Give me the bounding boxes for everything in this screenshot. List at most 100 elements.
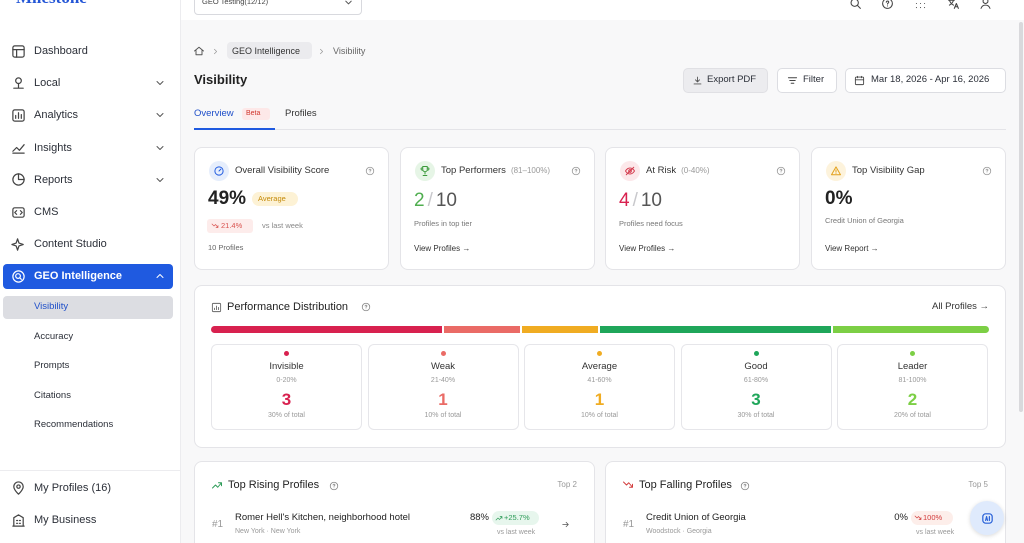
distribution-segment [444,326,521,333]
subnav-item[interactable]: Visibility [34,301,69,312]
kpi-note: Profiles in top tier [414,219,472,228]
icon-shape [561,521,569,527]
icon [11,109,25,122]
icon-shape [982,166,992,176]
kpi-link[interactable]: View Report → [825,244,879,253]
distribution-segment [600,326,832,333]
breadcrumb-item[interactable]: GEO Intelligence [232,46,301,56]
icon-shape [18,276,22,280]
row-name[interactable]: Romer Hell's Kitchen, neighborhood hotel [235,512,411,523]
tier-count: 3 [751,390,761,409]
tier-name: Good [744,361,768,372]
icon [329,481,339,491]
row-location: New York · New York [235,528,301,535]
icon-shape [361,302,371,312]
icon-shape [156,145,164,150]
nav-item[interactable]: Local [34,77,61,90]
nav-item[interactable]: Reports [34,173,73,186]
icon [982,166,992,176]
subnav-item[interactable]: Citations [34,389,71,401]
breadcrumb-current: Visibility [333,46,366,56]
export-button[interactable] [683,68,768,93]
icon-shape [218,168,222,172]
icon-shape [332,483,336,489]
filter-button[interactable] [777,68,837,93]
icon-shape [344,0,352,4]
icon-shape [365,166,375,176]
tab[interactable]: Profiles [285,108,317,119]
kpi-title: Overall Visibility Score [235,165,330,176]
kpi-value: 4/10 [619,190,662,211]
kpi-title: Top Visibility Gap [852,165,925,176]
kpi-link[interactable]: View Profiles → [619,244,676,253]
workspace-select[interactable] [194,0,362,15]
kpi-link[interactable]: View Profiles → [414,244,471,253]
tabs-line [194,129,1006,130]
distribution-link[interactable]: All Profiles → [931,301,989,312]
filter-label: Filter [803,74,825,85]
icon [156,274,164,278]
profiles-limit: Top 2 [557,480,577,489]
tier-range: 81-100% [898,377,927,384]
date-button[interactable] [845,68,1006,93]
kpi-change-note: vs last week [262,221,303,230]
icon [156,113,164,118]
tab-active[interactable]: Overview [194,108,234,119]
icon [156,145,164,150]
icon-shape [329,481,339,491]
distribution-panel [194,285,1006,448]
subnav-selected[interactable] [3,296,173,319]
icon [787,76,797,84]
icon-shape [213,305,219,310]
icon-shape [787,76,797,84]
subnav-item[interactable]: Accuracy [34,330,74,342]
tier-name: Leader [897,361,928,372]
nav-item[interactable]: My Business [34,514,97,526]
row-change: +25.7% [504,513,530,522]
nav-item-active[interactable]: GEO Intelligence [34,270,123,282]
kpi-total: 10 [640,190,662,211]
icon [214,166,224,176]
icon-shape [11,269,25,283]
icon [854,75,864,85]
distribution-segment [833,326,989,333]
distribution-title: Performance Distribution [227,301,349,313]
kpi-title: Top Performers (81–100%) [441,165,551,176]
icon [571,166,581,176]
profiles-panel [605,461,1006,543]
icon [915,2,925,8]
icon-shape [984,515,990,521]
tier-share: 10% of total [581,412,618,419]
icon-shape [881,0,893,9]
tier-name: Invisible [269,361,304,372]
icon [561,521,569,527]
kpi-title: At Risk (0-40%) [646,165,710,176]
nav-item[interactable]: Analytics [34,109,79,122]
nav-item[interactable]: Dashboard [34,45,88,57]
icon [831,166,841,176]
tier-dot [284,351,289,356]
icon [11,269,25,283]
nav-item[interactable]: Insights [34,141,72,154]
row-change-box [492,511,539,525]
kpi-change-box [207,219,253,233]
icon-shape [776,166,786,176]
nav-item[interactable]: My Profiles (16) [34,482,112,494]
icon [11,173,25,187]
breadcrumb-pill[interactable] [227,42,312,59]
icon-shape [213,48,217,54]
nav-item[interactable]: CMS [34,206,59,218]
icon-shape [981,512,993,524]
icon-shape [495,516,503,521]
kpi-range: (81–100%) [510,166,551,175]
nav-item[interactable]: Content Studio [34,238,107,251]
icon-shape [211,302,221,312]
icon-shape [11,513,25,527]
row-name[interactable]: Credit Union of Georgia [646,512,746,523]
icon-shape [915,2,925,8]
nav-active[interactable] [3,264,173,289]
subnav-item[interactable]: Recommendations [34,419,114,430]
icon-shape [11,206,25,218]
icon [11,144,25,154]
subnav-item[interactable]: Prompts [34,360,70,371]
